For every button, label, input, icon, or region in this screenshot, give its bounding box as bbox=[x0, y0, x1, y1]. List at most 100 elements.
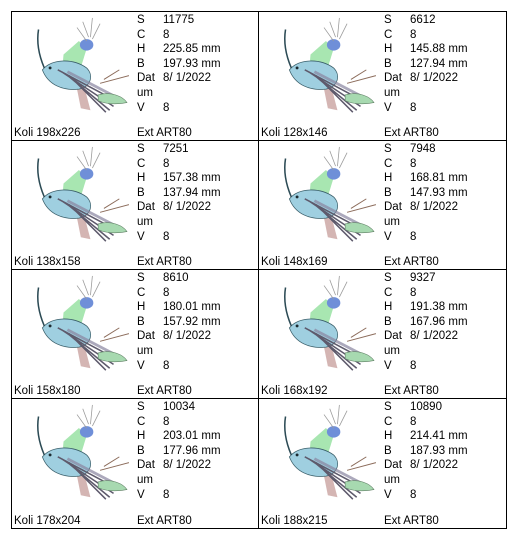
height-value: 180.01 mm bbox=[163, 301, 221, 314]
height-row: H 214.41 mm bbox=[384, 429, 504, 444]
design-name: Koli 188x215 bbox=[261, 515, 328, 527]
design-name: Koli 128x146 bbox=[261, 127, 328, 139]
colors-value: 8 bbox=[163, 157, 170, 170]
width-label: B bbox=[137, 186, 145, 199]
date-row: Datum 8/ 1/2022 bbox=[137, 329, 257, 358]
version-value: 8 bbox=[163, 488, 170, 501]
date-label: Datum bbox=[137, 459, 155, 486]
date-row: Datum 8/ 1/2022 bbox=[384, 329, 504, 358]
version-value: 8 bbox=[163, 101, 170, 114]
colors-label: C bbox=[384, 286, 393, 299]
stitches-label: S bbox=[137, 401, 145, 413]
hummingbird-thumbnail bbox=[283, 403, 378, 501]
extension-value: ART80 bbox=[403, 515, 439, 527]
design-name: Koli 148x169 bbox=[261, 256, 328, 268]
width-label: B bbox=[137, 444, 145, 457]
stitches-row: S 11775 bbox=[137, 13, 257, 28]
stitches-label: S bbox=[137, 272, 145, 284]
width-row: B 187.93 mm bbox=[384, 444, 504, 459]
version-label: V bbox=[137, 101, 145, 114]
stitches-row: S 10890 bbox=[384, 400, 504, 415]
version-label: V bbox=[384, 230, 392, 243]
extension-label: Ext bbox=[384, 515, 401, 527]
extension-label: Ext bbox=[137, 127, 154, 139]
width-row: B 157.92 mm bbox=[137, 315, 257, 330]
width-value: 177.96 mm bbox=[163, 444, 221, 457]
colors-label: C bbox=[384, 28, 393, 41]
colors-label: C bbox=[137, 28, 146, 41]
height-value: 157.38 mm bbox=[163, 172, 221, 185]
extension-row: Ext ART80 bbox=[384, 515, 439, 527]
width-row: B 177.96 mm bbox=[137, 444, 257, 459]
stitches-row: S 7251 bbox=[137, 142, 257, 157]
date-row: Datum 8/ 1/2022 bbox=[137, 458, 257, 487]
width-label: B bbox=[384, 186, 392, 199]
extension-row: Ext ART80 bbox=[384, 256, 439, 268]
stitches-row: S 9327 bbox=[384, 271, 504, 286]
date-row: Datum 8/ 1/2022 bbox=[384, 458, 504, 487]
colors-value: 8 bbox=[410, 157, 417, 170]
extension-value: ART80 bbox=[156, 515, 192, 527]
width-row: B 137.94 mm bbox=[137, 186, 257, 201]
width-row: B 197.93 mm bbox=[137, 57, 257, 72]
date-value: 8/ 1/2022 bbox=[410, 201, 458, 214]
version-label: V bbox=[384, 101, 392, 114]
height-label: H bbox=[137, 430, 146, 443]
extension-label: Ext bbox=[384, 127, 401, 139]
stitches-label: S bbox=[384, 143, 392, 155]
colors-value: 8 bbox=[410, 286, 417, 299]
date-value: 8/ 1/2022 bbox=[410, 72, 458, 85]
design-name: Koli 138x158 bbox=[14, 256, 81, 268]
stitches-value: 7251 bbox=[163, 143, 189, 155]
width-value: 127.94 mm bbox=[410, 57, 468, 70]
height-value: 225.85 mm bbox=[163, 43, 221, 56]
date-label: Datum bbox=[137, 201, 155, 228]
hummingbird-thumbnail bbox=[36, 403, 131, 501]
date-label: Datum bbox=[384, 72, 402, 99]
extension-value: ART80 bbox=[403, 385, 439, 397]
design-name: Koli 178x204 bbox=[14, 515, 81, 527]
stitches-row: S 10034 bbox=[137, 400, 257, 415]
width-label: B bbox=[137, 57, 145, 70]
date-row: Datum 8/ 1/2022 bbox=[137, 71, 257, 100]
height-label: H bbox=[137, 172, 146, 185]
extension-row: Ext ART80 bbox=[137, 256, 192, 268]
version-label: V bbox=[384, 359, 392, 372]
design-name: Koli 198x226 bbox=[14, 127, 81, 139]
colors-value: 8 bbox=[410, 28, 417, 41]
date-label: Datum bbox=[137, 330, 155, 357]
colors-label: C bbox=[137, 415, 146, 428]
stitches-value: 8610 bbox=[163, 272, 189, 284]
colors-label: C bbox=[137, 286, 146, 299]
extension-label: Ext bbox=[384, 256, 401, 268]
stitches-value: 7948 bbox=[410, 143, 436, 155]
stitches-label: S bbox=[137, 143, 145, 155]
stitches-value: 6612 bbox=[410, 14, 436, 26]
colors-value: 8 bbox=[410, 415, 417, 428]
